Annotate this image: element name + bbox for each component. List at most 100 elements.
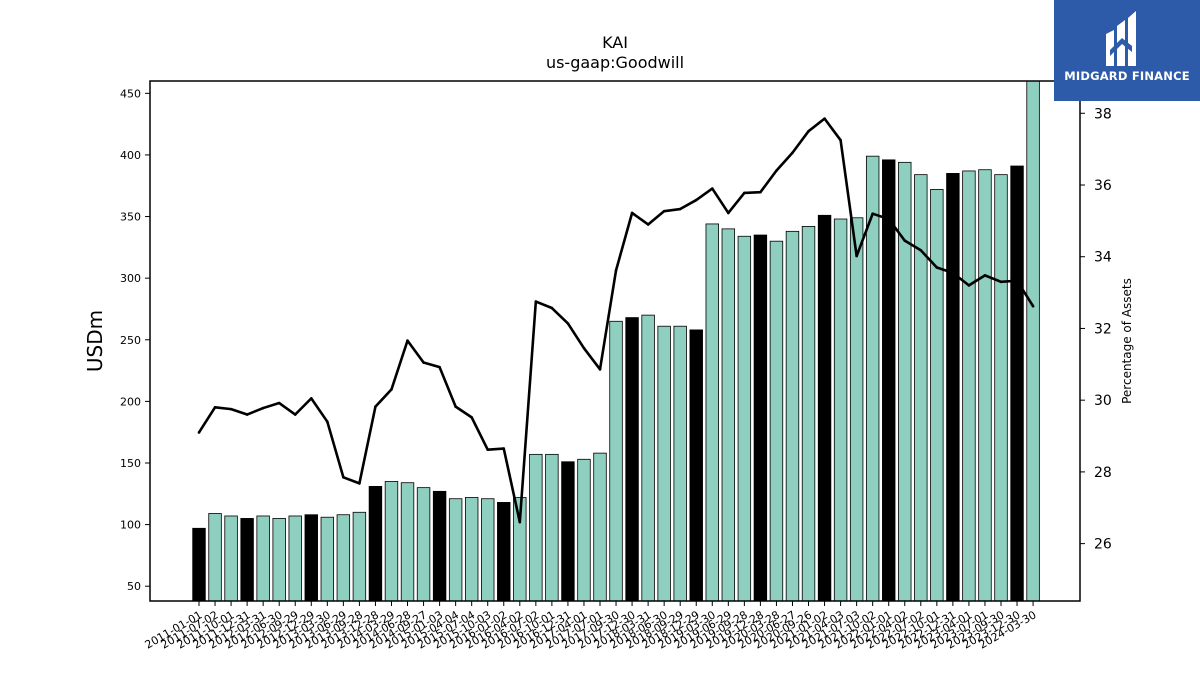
bar — [561, 461, 575, 602]
y-tick-label: 300 — [120, 272, 141, 285]
line-point — [951, 271, 955, 275]
bars — [192, 80, 1040, 602]
bar — [593, 452, 607, 602]
bar — [609, 320, 623, 602]
line-point — [390, 388, 393, 391]
line-point — [566, 322, 570, 325]
line-point — [358, 482, 361, 485]
line-point — [470, 416, 473, 419]
line-point — [261, 406, 265, 410]
bar — [448, 498, 463, 602]
line-point — [935, 266, 939, 269]
line-point — [582, 346, 586, 350]
line-point — [550, 306, 554, 310]
line-point — [326, 420, 329, 423]
y2-axis-label: Percentage of Assets — [1120, 278, 1134, 404]
line-point — [245, 413, 249, 416]
bar — [833, 218, 848, 602]
y2-axis: 26 28 30 32 34 36 38 — [1080, 106, 1112, 553]
line-point — [598, 368, 602, 371]
bar — [753, 234, 768, 602]
line-point — [1015, 279, 1019, 283]
bar — [930, 189, 944, 602]
x-axis: 2011-01-012011-07-022011-10-012011-12-31… — [143, 601, 1039, 652]
y-axis: 50 100 150 200 250 300 350 400 450 — [120, 87, 150, 593]
y2-tick-label: 34 — [1094, 250, 1112, 266]
line-point — [694, 198, 698, 202]
line-point — [454, 405, 457, 408]
bar — [384, 481, 399, 602]
line-point — [791, 151, 794, 155]
line-point — [374, 405, 377, 408]
bar — [1010, 165, 1024, 602]
bar — [978, 169, 992, 602]
line-point — [759, 190, 762, 194]
line-point — [197, 431, 201, 434]
bar — [288, 515, 302, 602]
line-point — [534, 300, 538, 303]
line-point — [983, 274, 987, 277]
y2-tick-label: 30 — [1094, 393, 1112, 409]
line-point — [213, 406, 217, 409]
bar — [689, 329, 703, 602]
bar — [898, 161, 912, 602]
y-tick-label: 450 — [120, 87, 141, 100]
bar — [785, 230, 800, 602]
bar — [400, 482, 415, 602]
y-tick-label: 100 — [120, 519, 141, 532]
line-point — [743, 191, 746, 195]
line-point — [342, 475, 345, 479]
bar — [320, 516, 335, 602]
bar — [641, 314, 655, 602]
line-point — [775, 169, 778, 172]
line-point — [919, 248, 923, 252]
bar — [336, 514, 351, 602]
line-point — [502, 447, 506, 450]
line-point — [855, 254, 858, 258]
chart-title: KAI — [602, 33, 628, 52]
line-layer — [197, 117, 1035, 524]
line-point — [871, 212, 874, 215]
y-tick-label: 350 — [120, 211, 141, 224]
bar — [224, 515, 238, 602]
line-point — [839, 138, 842, 142]
line-point — [406, 339, 409, 342]
line-point — [293, 413, 297, 416]
line-point — [999, 280, 1003, 284]
bar — [256, 515, 270, 602]
y-tick-label: 200 — [120, 395, 141, 408]
bar — [545, 453, 559, 602]
line-point — [823, 117, 826, 120]
bar — [625, 317, 639, 602]
line-point — [727, 211, 730, 215]
y-tick-label: 50 — [127, 580, 141, 593]
brand-name: MIDGARD FINANCE — [1064, 69, 1190, 83]
bar — [914, 174, 928, 602]
y2-tick-label: 38 — [1094, 106, 1112, 122]
line-point — [614, 269, 618, 272]
line-point — [967, 284, 971, 287]
line-point — [903, 239, 907, 242]
bar — [304, 514, 318, 602]
line-point — [486, 448, 490, 451]
line-point — [422, 361, 425, 364]
line-point — [518, 520, 522, 524]
y2-tick-label: 36 — [1094, 178, 1112, 194]
bar — [272, 518, 286, 602]
y-axis-label: USDm — [83, 310, 107, 372]
bar — [657, 325, 671, 602]
y-tick-label: 250 — [120, 334, 141, 347]
bar — [705, 223, 719, 602]
bar — [962, 170, 976, 602]
bar — [352, 511, 367, 602]
bar — [208, 513, 222, 602]
line-point — [662, 209, 666, 213]
line-point — [229, 407, 233, 411]
line-point — [1031, 304, 1035, 308]
bar — [994, 174, 1008, 602]
y2-tick-label: 28 — [1094, 465, 1112, 481]
line-point — [646, 223, 650, 226]
bar — [577, 458, 591, 602]
bar — [192, 527, 206, 602]
